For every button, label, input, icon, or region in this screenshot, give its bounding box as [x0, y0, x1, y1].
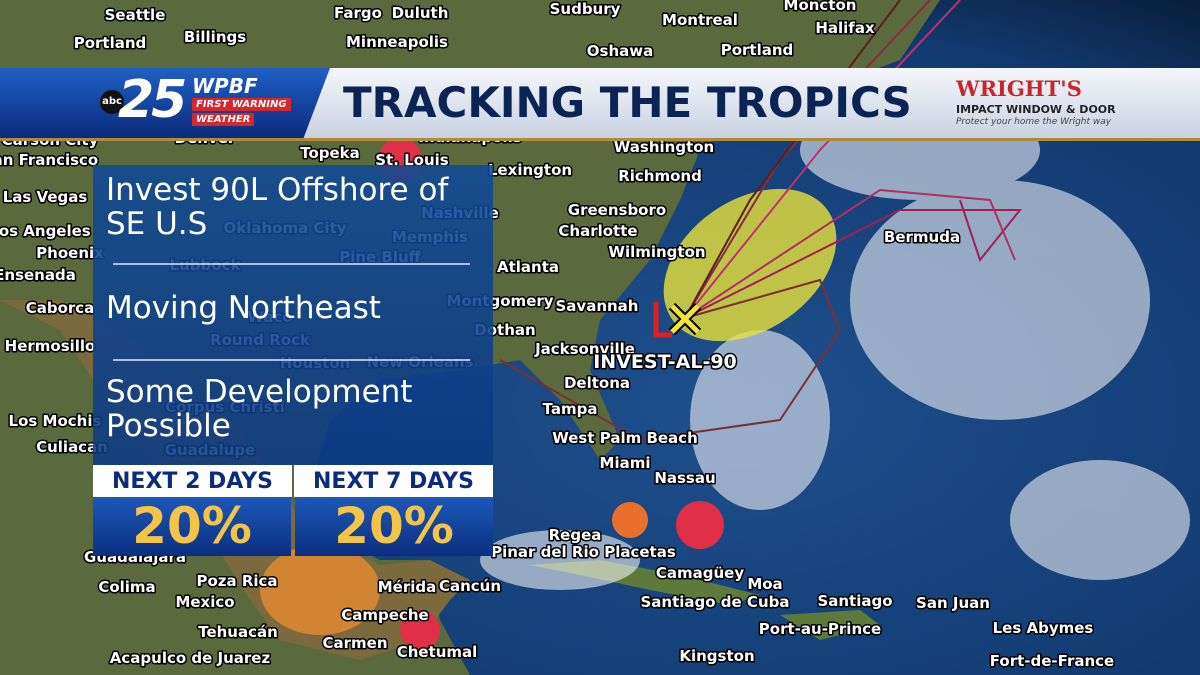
odds-value: 20%: [93, 497, 291, 556]
city-label: Pinar del Rio: [491, 543, 599, 561]
city-label: Poza Rica: [196, 572, 277, 590]
city-label: Fargo: [334, 4, 382, 22]
storm-marker: [653, 302, 672, 338]
city-label: Richmond: [618, 167, 702, 185]
city-label: Wilmington: [608, 243, 705, 261]
city-label: Tehuacán: [198, 623, 278, 641]
city-label: Savannah: [556, 297, 639, 315]
city-label: Billings: [184, 28, 246, 46]
land-hispaniola: [780, 610, 880, 640]
sponsor-line: IMPACT WINDOW & DOOR: [956, 103, 1116, 116]
odds-label: NEXT 7 DAYS: [294, 465, 493, 497]
city-label: Seattle: [105, 6, 166, 24]
city-label: Caborca: [26, 299, 95, 317]
city-label: Topeka: [300, 144, 360, 162]
city-label: Halifax: [815, 19, 875, 37]
city-label: Las Vegas: [3, 188, 88, 206]
city-label: Fort-de-France: [990, 652, 1114, 670]
city-label: Portland: [721, 41, 794, 59]
city-label: Acapulco de Juarez: [110, 649, 271, 667]
city-label: Regea: [549, 526, 602, 544]
city-label: Duluth: [392, 4, 449, 22]
logo: abc 25 WPBF FIRST WARNING WEATHER: [0, 68, 330, 138]
divider: [113, 263, 470, 265]
brand-line: FIRST WARNING: [192, 98, 291, 111]
city-label: Culiacan: [36, 438, 108, 456]
city-label: Minneapolis: [346, 33, 448, 51]
city-label: Hermosillo: [5, 337, 96, 355]
city-label: Camagüey: [656, 564, 744, 582]
sponsor: WRIGHT'S: [956, 76, 1082, 101]
city-label: San Juan: [916, 594, 990, 612]
divider: [113, 359, 470, 361]
city-label: Placetas: [604, 543, 676, 561]
city-label: Portland: [74, 34, 147, 52]
city-label: Port-au-Prince: [759, 620, 881, 638]
odds-value: 20%: [295, 497, 493, 556]
header: abc 25 WPBF FIRST WARNING WEATHER TRACKI…: [0, 68, 1200, 141]
headline: Invest 90L Offshore of SE U.S: [106, 172, 449, 242]
city-label: Deltona: [564, 374, 630, 392]
city-label: Bermuda: [884, 228, 960, 246]
city-label: Lexington: [488, 161, 572, 179]
city-label: Los Angeles: [0, 222, 91, 240]
city-label: Kingston: [679, 647, 754, 665]
city-label: Nassau: [654, 469, 715, 487]
motion: Moving Northeast: [106, 290, 381, 326]
channel: 25: [118, 70, 187, 130]
city-label: Washington: [614, 138, 714, 156]
city-label: Chetumal: [397, 643, 478, 661]
odds-label: NEXT 2 DAYS: [93, 465, 292, 497]
city-label: Phoenix: [36, 244, 104, 262]
city-label: Atlanta: [497, 258, 559, 276]
city-label: Mérida: [378, 578, 437, 596]
sponsor-tagline: Protect your home the Wright way: [956, 117, 1112, 127]
city-label: Moncton: [784, 0, 857, 14]
outlook: Some Development Possible: [106, 374, 413, 444]
storm-label: INVEST-AL-90: [593, 351, 737, 373]
city-label: Colima: [98, 578, 155, 596]
odds: NEXT 2 DAYS NEXT 7 DAYS 20% 20%: [93, 465, 493, 556]
city-label: Mexico: [175, 593, 234, 611]
city-label: Los Mochis: [9, 412, 102, 430]
city-label: Ensenada: [0, 266, 76, 284]
brand-line: WEATHER: [192, 113, 255, 126]
city-label: Santiago de Cuba: [641, 593, 790, 611]
city-label: Jacksonville: [534, 340, 635, 358]
city-label: Montreal: [662, 11, 738, 29]
city-label: Greensboro: [568, 201, 666, 219]
city-label: Oshawa: [587, 42, 653, 60]
city-label: Carmen: [322, 634, 387, 652]
city-label: Les Abymes: [993, 619, 1094, 637]
city-label: Miami: [600, 454, 651, 472]
city-label: Tampa: [543, 400, 598, 418]
city-label: West Palm Beach: [552, 429, 698, 447]
info-panel: Invest 90L Offshore of SE U.S Moving Nor…: [93, 165, 493, 465]
model-tracks: [499, 0, 1023, 442]
city-label: Charlotte: [558, 222, 637, 240]
city-label: San Francisco: [0, 151, 98, 169]
city-label: Cancún: [439, 577, 501, 595]
station: WPBF: [192, 74, 258, 98]
city-label: Moa: [747, 575, 782, 593]
city-label: Sudbury: [550, 0, 621, 18]
city-label: Santiago: [817, 592, 892, 610]
network: abc: [100, 90, 124, 114]
city-label: Campeche: [341, 606, 428, 624]
storm-x: [670, 304, 700, 334]
title: TRACKING THE TROPICS: [343, 78, 912, 127]
